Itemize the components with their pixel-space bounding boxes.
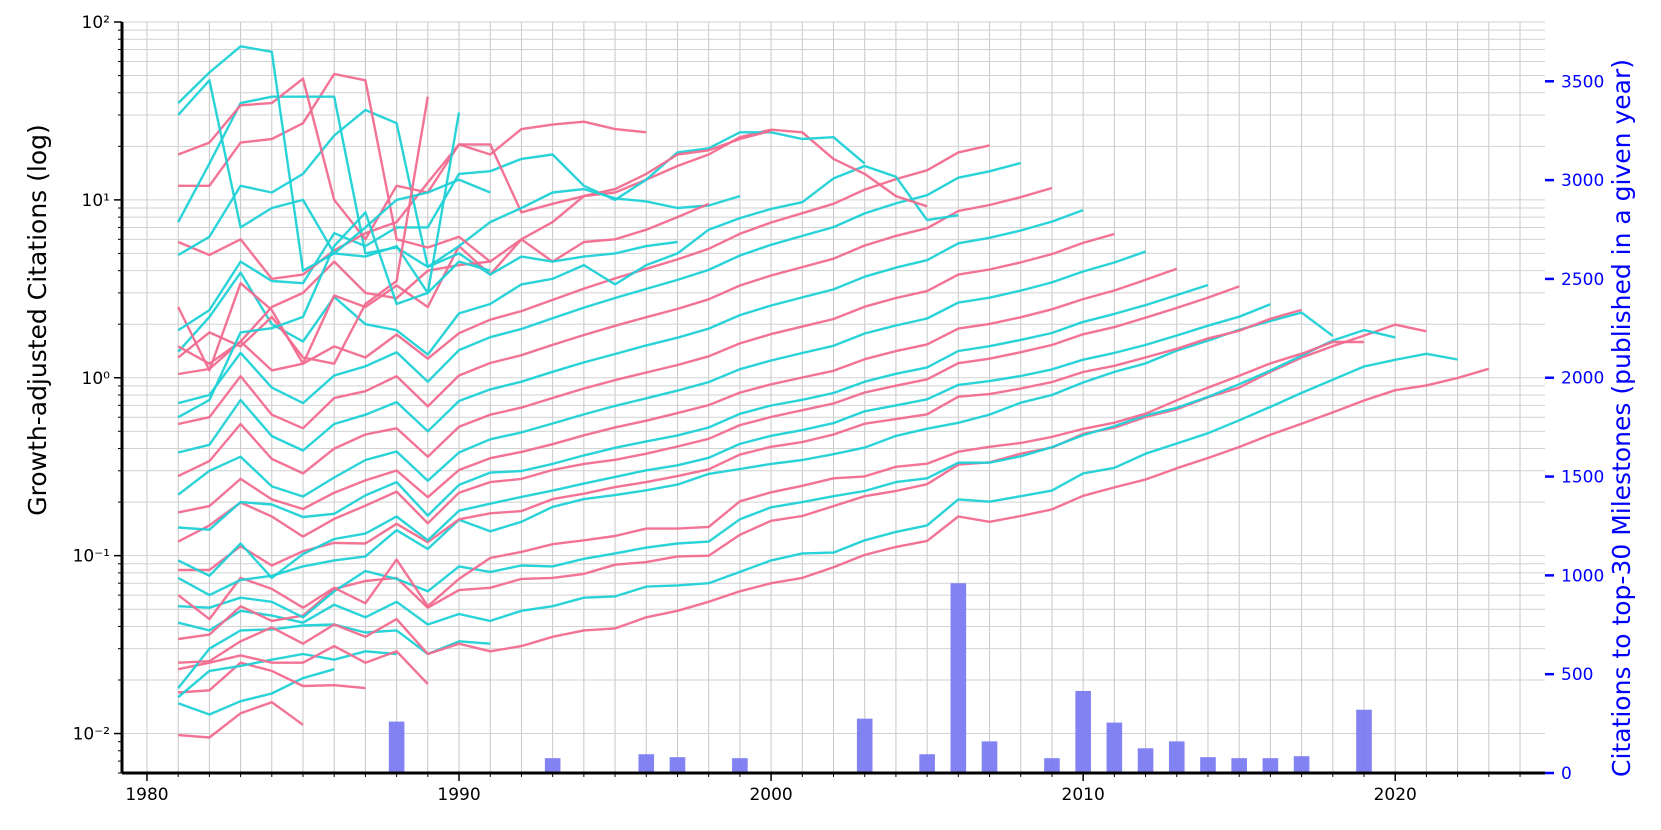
x-tick-label: 2020 bbox=[1374, 785, 1417, 805]
series-line bbox=[177, 668, 335, 716]
series-line bbox=[177, 267, 1178, 514]
series-line bbox=[177, 77, 647, 241]
bar bbox=[732, 758, 748, 773]
bar bbox=[1075, 690, 1091, 773]
series-line bbox=[177, 250, 1146, 498]
series-line bbox=[177, 108, 741, 269]
y2-tick-label: 1000 bbox=[1561, 566, 1604, 586]
y2-tick-label: 2500 bbox=[1561, 270, 1604, 290]
bar bbox=[981, 741, 998, 773]
series-line bbox=[177, 352, 1458, 632]
bar bbox=[1168, 741, 1185, 773]
series-line bbox=[178, 323, 1427, 641]
series-line bbox=[177, 311, 1334, 597]
series-line bbox=[177, 95, 678, 276]
bar bbox=[950, 583, 967, 773]
x-tick-label: 2010 bbox=[1062, 785, 1105, 805]
series-line bbox=[177, 260, 491, 365]
line-series-group bbox=[177, 45, 1490, 739]
bar bbox=[1044, 758, 1060, 773]
series-line bbox=[178, 283, 1209, 531]
bar bbox=[669, 757, 686, 773]
bar bbox=[1231, 758, 1247, 773]
bar bbox=[919, 754, 935, 773]
y-tick-label: 10⁰ bbox=[82, 369, 111, 389]
bars-series bbox=[388, 583, 1372, 773]
series-line bbox=[177, 164, 959, 356]
y-axis-title: Growth-adjusted Citations (log) bbox=[23, 124, 52, 516]
series-line bbox=[178, 701, 304, 739]
series-line bbox=[177, 129, 772, 280]
x-tick-label: 1990 bbox=[437, 785, 480, 805]
bar bbox=[1137, 748, 1154, 773]
series-line bbox=[177, 644, 429, 685]
series-line bbox=[177, 45, 491, 295]
bar bbox=[856, 718, 873, 773]
series-line bbox=[177, 285, 1240, 543]
series-line bbox=[178, 661, 366, 694]
y-tick-label: 10¹ bbox=[82, 191, 110, 211]
y2-tick-label: 3000 bbox=[1561, 171, 1604, 191]
series-line bbox=[178, 72, 710, 263]
series-line bbox=[177, 186, 1053, 430]
series-line bbox=[177, 161, 1022, 405]
series-line bbox=[177, 131, 866, 332]
bar bbox=[1200, 757, 1216, 773]
series-line bbox=[177, 208, 1084, 454]
series-line bbox=[177, 232, 1115, 478]
ticks: 1980 1990 2000 2010 2020 10⁻² 10⁻¹ 10⁰ 10¹ 10² 0 50… bbox=[73, 13, 1605, 805]
bar bbox=[638, 754, 655, 773]
bar bbox=[1356, 709, 1372, 773]
y2-axis-title: Citations to top-30 Milestones (publishe… bbox=[1607, 59, 1636, 777]
y-tick-label: 10² bbox=[82, 13, 110, 33]
series-line bbox=[177, 112, 461, 419]
bar bbox=[388, 721, 405, 773]
bar bbox=[1106, 722, 1123, 773]
series-line bbox=[177, 96, 429, 365]
y2-tick-label: 3500 bbox=[1561, 72, 1604, 92]
series-line bbox=[178, 308, 1302, 572]
series-line bbox=[178, 367, 1490, 664]
bar bbox=[544, 758, 561, 773]
series-line bbox=[177, 303, 1271, 580]
y2-tick-label: 500 bbox=[1561, 665, 1593, 685]
y-tick-label: 10⁻¹ bbox=[73, 547, 110, 567]
y-tick-label: 10⁻² bbox=[73, 725, 110, 745]
y2-tick-label: 0 bbox=[1561, 764, 1572, 784]
series-line bbox=[178, 144, 990, 376]
y2-tick-label: 1500 bbox=[1561, 468, 1604, 488]
series-line bbox=[178, 328, 1396, 619]
series-line bbox=[177, 650, 397, 699]
bar bbox=[1293, 756, 1310, 773]
x-tick-label: 1980 bbox=[125, 785, 168, 805]
series-line bbox=[177, 340, 1364, 621]
x-tick-label: 2000 bbox=[749, 785, 792, 805]
series-line bbox=[177, 128, 928, 372]
bar bbox=[1262, 758, 1279, 773]
y2-tick-label: 2000 bbox=[1561, 369, 1604, 389]
